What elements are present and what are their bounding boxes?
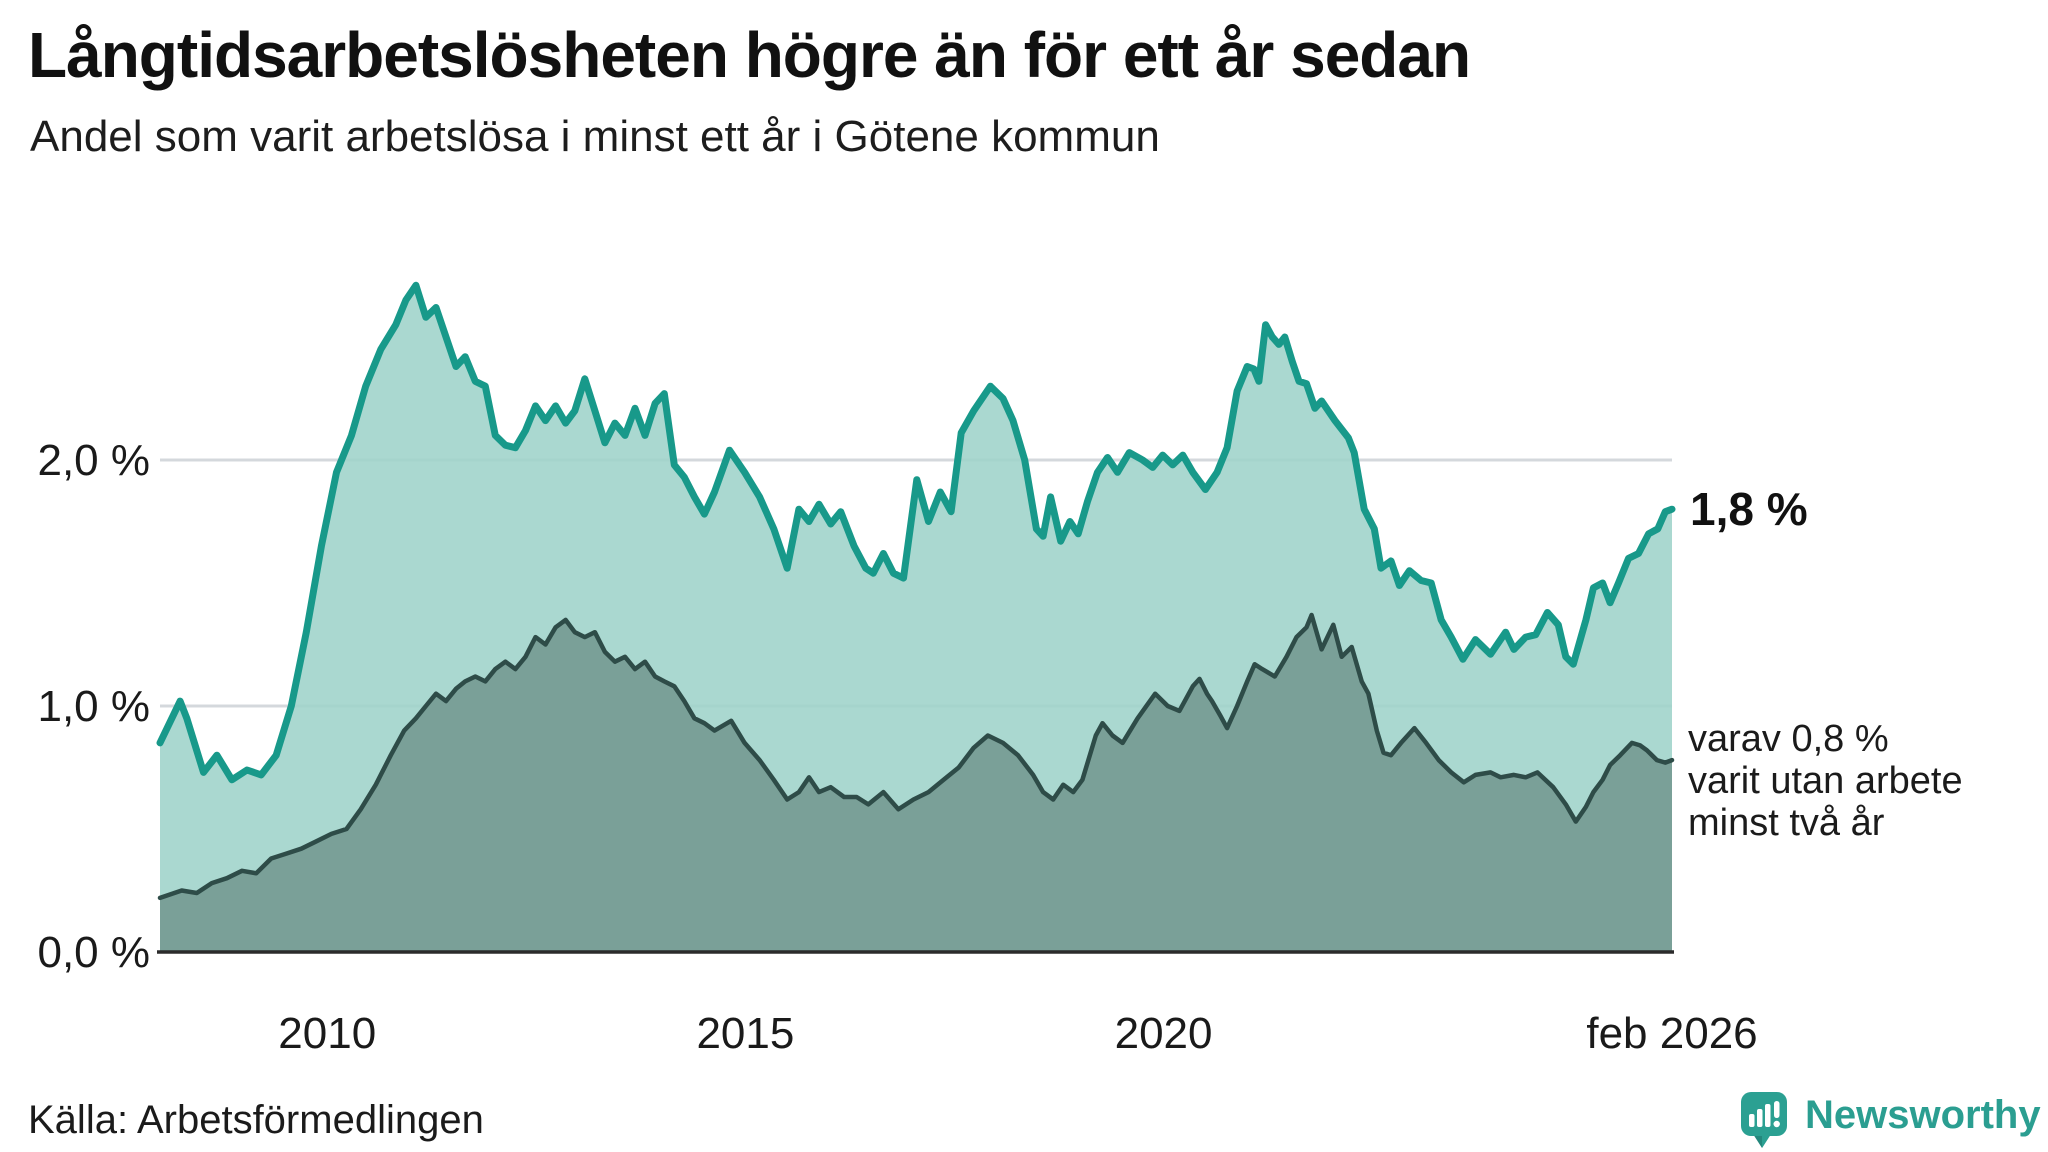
end-sub-line-1: varav 0,8 % — [1688, 718, 1889, 761]
y-tick-label: 1,0 % — [37, 682, 150, 731]
line-two-years — [157, 612, 1675, 901]
end-sub-line-2: varit utan arbete — [1688, 760, 1963, 803]
area-two-years — [160, 615, 1672, 952]
x-tick-label: 2020 — [1115, 1009, 1213, 1058]
source-note: Källa: Arbetsförmedlingen — [28, 1098, 484, 1142]
newsworthy-wordmark: Newsworthy — [1805, 1093, 2041, 1137]
line-one-year — [156, 281, 1676, 784]
x-tick-label: 2010 — [278, 1009, 376, 1058]
end-sub-line-3: minst två år — [1688, 802, 1885, 845]
chart-title: Långtidsarbetslösheten högre än för ett … — [28, 19, 1471, 91]
y-tick-label: 0,0 % — [37, 928, 150, 977]
newsworthy-logo[interactable]: Newsworthy — [1741, 1092, 2041, 1152]
x-tick-label: feb 2026 — [1586, 1009, 1757, 1058]
chart-subtitle: Andel som varit arbetslösa i minst ett å… — [30, 112, 1160, 161]
y-tick-label: 2,0 % — [37, 436, 150, 485]
end-value-label: 1,8 % — [1690, 483, 1808, 536]
x-tick-label: 2015 — [696, 1009, 794, 1058]
end-sub-label: varav 0,8 % varit utan arbete minst två … — [1688, 718, 1963, 844]
newsworthy-icon — [1741, 1092, 1787, 1148]
